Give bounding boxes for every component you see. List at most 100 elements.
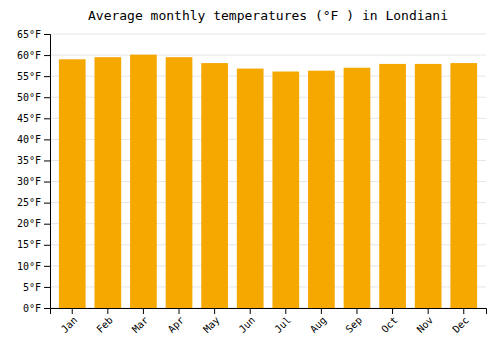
tick: Sep (344, 308, 365, 335)
tick-mark (214, 308, 215, 314)
bar (450, 63, 477, 308)
bar (94, 57, 121, 308)
tick-mark (107, 308, 108, 314)
bar (130, 55, 157, 308)
tick-label: 60°F (17, 50, 41, 61)
tick-mark (356, 308, 357, 314)
tick: 20°F (17, 218, 50, 229)
tick-mark (463, 308, 464, 314)
tick-label: Feb (94, 314, 115, 335)
tick-mark (44, 287, 50, 288)
bar (201, 63, 228, 308)
tick: 55°F (17, 71, 50, 82)
tick: 15°F (17, 239, 50, 250)
tick: 45°F (17, 113, 50, 124)
tick: 50°F (17, 92, 50, 103)
tick: Nov (415, 308, 436, 335)
tick-label: 5°F (23, 282, 41, 293)
tick-label: 0°F (23, 303, 41, 314)
tick: Oct (379, 308, 400, 335)
tick: Aug (308, 308, 329, 335)
tick-mark (44, 55, 50, 56)
tick: 35°F (17, 155, 50, 166)
tick-mark (44, 118, 50, 119)
tick-mark (44, 224, 50, 225)
tick: 5°F (23, 282, 50, 293)
tick-mark (44, 97, 50, 98)
tick-mark (44, 160, 50, 161)
tick-label: 40°F (17, 134, 41, 145)
tick-mark (44, 203, 50, 204)
tick-mark (179, 308, 180, 314)
tick-label: 15°F (17, 239, 41, 250)
tick: Mar (130, 308, 151, 335)
tick-label: Nov (415, 314, 436, 335)
tick: 10°F (17, 261, 50, 272)
bar (344, 68, 371, 308)
tick-mark (321, 308, 322, 314)
tick-mark (44, 182, 50, 183)
tick-label: 45°F (17, 113, 41, 124)
tick-mark (250, 308, 251, 314)
tick: Dec (450, 308, 471, 335)
tick-label: Jun (237, 314, 258, 335)
tick-mark (428, 308, 429, 314)
title: Average monthly temperatures (°F ) in Lo… (88, 8, 448, 23)
tick-label: Mar (130, 314, 151, 335)
bar (308, 71, 335, 308)
tick-label: Dec (450, 314, 471, 335)
tick-mark (44, 139, 50, 140)
tick: 40°F (17, 134, 50, 145)
tick-mark (44, 76, 50, 77)
bar (379, 64, 406, 308)
tick-label: 30°F (17, 176, 41, 187)
chart: 0°F 5°F 10°F 15°F 20°F 25°F 30°F 35°F 40°F 45°F 50… (0, 0, 500, 350)
tick-label: 25°F (17, 197, 41, 208)
axis-line (44, 35, 51, 309)
tick-label: Aug (308, 314, 329, 335)
x-axis: Jan Feb Mar Apr May Jun Jul Aug Sep Oct Nov Dec (51, 308, 487, 335)
tick-label: Jul (272, 314, 293, 335)
bar (237, 69, 264, 308)
tick: May (201, 308, 222, 335)
tick-label: Sep (344, 314, 365, 335)
tick: Apr (166, 308, 187, 335)
bar (272, 72, 299, 308)
tick-label: May (201, 314, 222, 335)
tick: Jul (272, 308, 293, 335)
tick-label: Jan (59, 314, 80, 335)
tick-label: 35°F (17, 155, 41, 166)
plot: 0°F 5°F 10°F 15°F 20°F 25°F 30°F 35°F 40°F 45°F 50… (17, 29, 487, 335)
tick-mark (44, 34, 50, 35)
bars (59, 55, 477, 308)
grid-line (50, 55, 486, 56)
bar (59, 59, 86, 308)
grid (50, 34, 486, 308)
tick: 60°F (17, 50, 50, 61)
bar (166, 57, 193, 308)
bar (415, 64, 442, 308)
grid-line (50, 34, 486, 35)
tick: Jan (59, 308, 80, 335)
tick-label: Oct (379, 314, 400, 335)
tick-mark (143, 308, 144, 314)
tick: 0°F (23, 303, 50, 314)
tick: 65°F (17, 29, 50, 40)
tick-mark (72, 308, 73, 314)
tick: Jun (237, 308, 258, 335)
axis-line (51, 309, 487, 315)
tick: 30°F (17, 176, 50, 187)
tick: 25°F (17, 197, 50, 208)
y-axis: 0°F 5°F 10°F 15°F 20°F 25°F 30°F 35°F 40°F 45°F 50… (17, 29, 51, 314)
tick-mark (392, 308, 393, 314)
tick-mark (44, 308, 50, 309)
tick-label: 50°F (17, 92, 41, 103)
tick-label: 55°F (17, 71, 41, 82)
tick-label: Apr (166, 314, 187, 335)
tick-mark (44, 266, 50, 267)
tick-label: 65°F (17, 29, 41, 40)
tick: Feb (94, 308, 115, 335)
tick-mark (285, 308, 286, 314)
tick-label: 10°F (17, 261, 41, 272)
tick-label: 20°F (17, 218, 41, 229)
